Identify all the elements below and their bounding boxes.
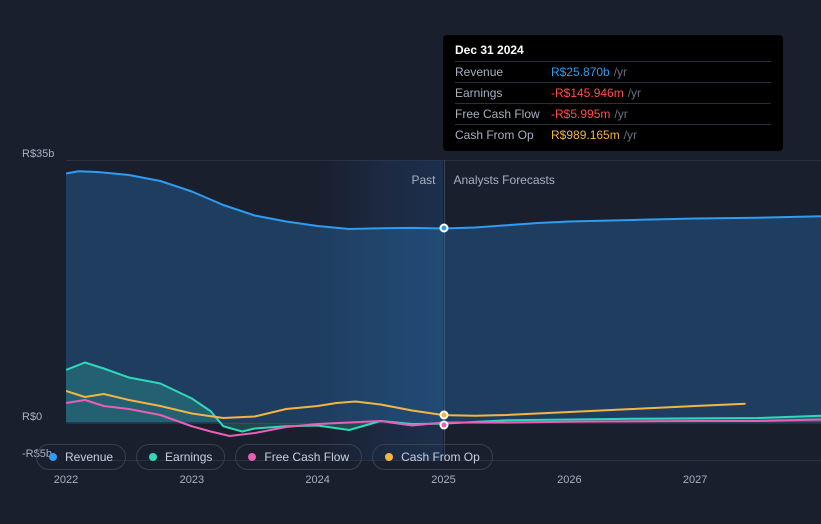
tooltip-unit: /yr: [614, 107, 627, 121]
legend-swatch: [248, 453, 256, 461]
series-area-revenue: [66, 171, 821, 422]
x-axis-label: 2027: [683, 474, 707, 486]
tooltip-metric-value: -R$145.946m: [551, 86, 624, 100]
x-axis-label: 2025: [431, 474, 455, 486]
tooltip-metric-value: R$25.870b: [551, 65, 610, 79]
marker-fcf: [439, 420, 448, 429]
legend-swatch: [49, 453, 57, 461]
legend: Revenue Earnings Free Cash Flow Cash From O…: [36, 444, 493, 470]
tooltip-metric-label: Free Cash Flow: [455, 107, 551, 121]
tooltip-metric-value: R$989.165m: [551, 128, 620, 142]
tooltip-metric-label: Cash From Op: [455, 128, 551, 142]
x-axis-label: 2023: [180, 474, 204, 486]
tooltip-row: Earnings-R$145.946m/yr: [455, 82, 771, 103]
legend-item-free-cash-flow[interactable]: Free Cash Flow: [235, 444, 362, 470]
legend-swatch: [385, 453, 393, 461]
x-axis-label: 2026: [557, 474, 581, 486]
legend-item-cash-from-op[interactable]: Cash From Op: [372, 444, 493, 470]
y-axis-label: R$0: [22, 411, 42, 423]
x-axis-label: 2022: [54, 474, 78, 486]
tooltip-metric-value: -R$5.995m: [551, 107, 610, 121]
tooltip-unit: /yr: [624, 128, 637, 142]
financial-chart: Dec 31 2024 RevenueR$25.870b/yrEarnings-…: [18, 20, 803, 480]
tooltip-metric-label: Revenue: [455, 65, 551, 79]
legend-item-earnings[interactable]: Earnings: [136, 444, 225, 470]
tooltip-row: Free Cash Flow-R$5.995m/yr: [455, 103, 771, 124]
data-tooltip: Dec 31 2024 RevenueR$25.870b/yrEarnings-…: [443, 35, 783, 151]
tooltip-metric-label: Earnings: [455, 86, 551, 100]
legend-label: Free Cash Flow: [264, 450, 349, 464]
legend-label: Revenue: [65, 450, 113, 464]
legend-label: Cash From Op: [401, 450, 480, 464]
tooltip-date: Dec 31 2024: [455, 43, 771, 61]
legend-swatch: [149, 453, 157, 461]
tooltip-unit: /yr: [614, 65, 627, 79]
tooltip-row: Cash From OpR$989.165m/yr: [455, 124, 771, 145]
legend-label: Earnings: [165, 450, 212, 464]
marker-cfo: [439, 411, 448, 420]
tooltip-row: RevenueR$25.870b/yr: [455, 61, 771, 82]
x-axis-label: 2024: [305, 474, 329, 486]
marker-revenue: [439, 224, 448, 233]
legend-item-revenue[interactable]: Revenue: [36, 444, 126, 470]
y-axis-label: R$35b: [22, 148, 54, 160]
tooltip-unit: /yr: [628, 86, 641, 100]
